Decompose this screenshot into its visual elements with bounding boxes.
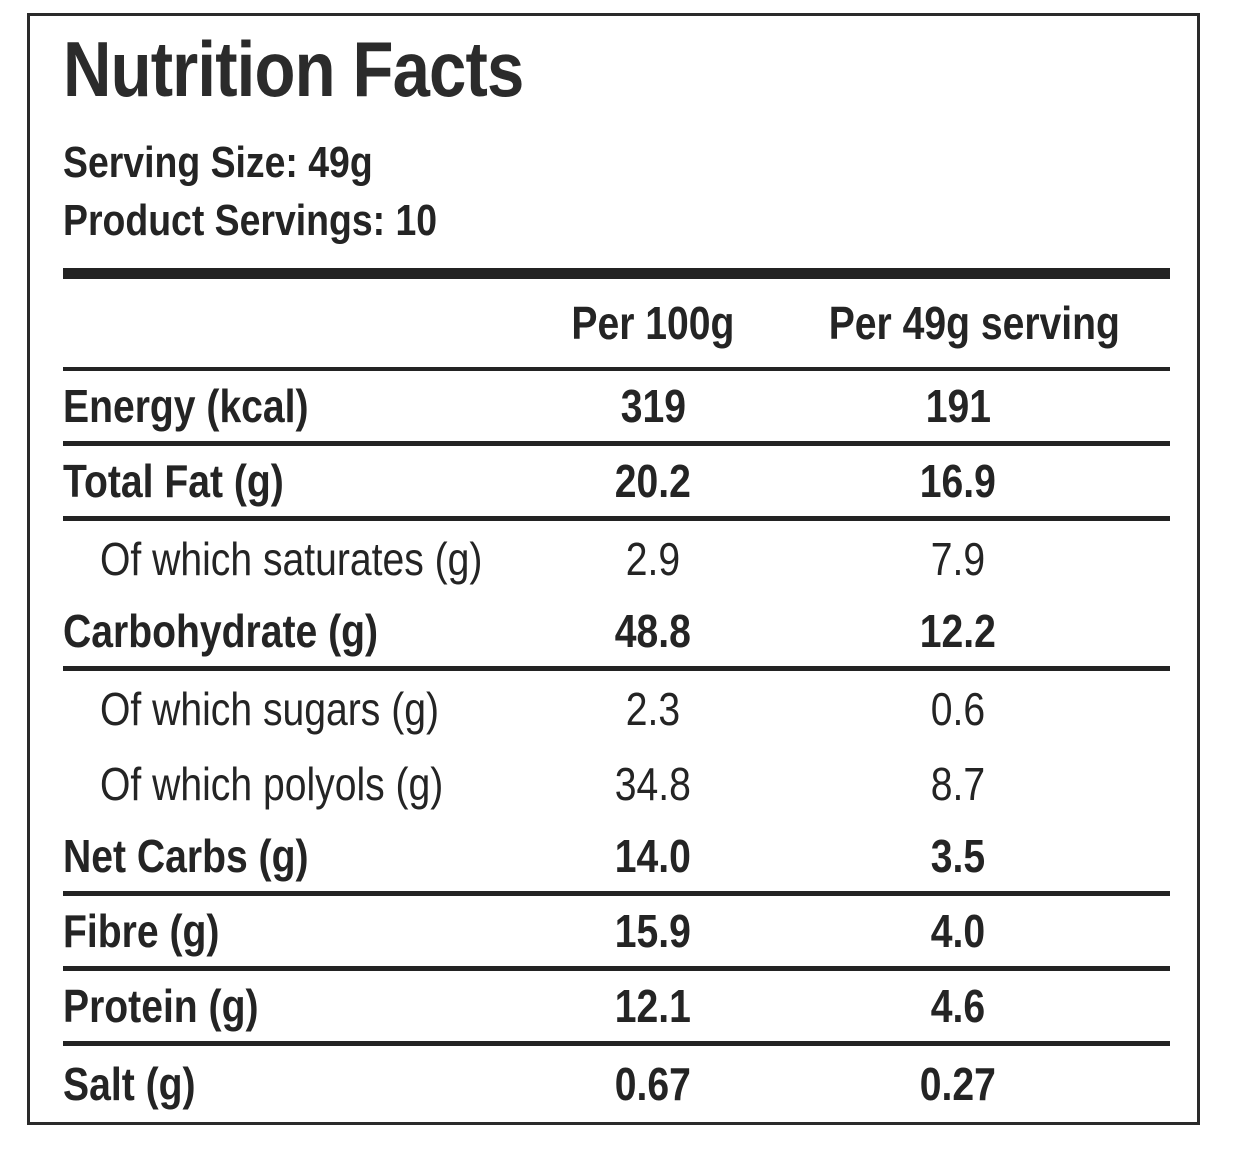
nutrient-label: Total Fat (g) <box>63 455 284 507</box>
header-per-100g: Per 100g <box>571 297 735 349</box>
table-header-row: Per 100g Per 49g serving <box>63 279 1170 371</box>
serving-size-text: Serving Size: 49g <box>63 138 373 187</box>
table-row: Salt (g) 0.67 0.27 <box>63 1046 1170 1121</box>
header-divider-bar <box>63 268 1170 279</box>
page-title: Nutrition Facts <box>63 25 1170 113</box>
table-row: Of which polyols (g) 34.8 8.7 <box>63 746 1170 821</box>
product-servings-text: Product Servings: 10 <box>63 196 438 245</box>
per-100g-value: 12.1 <box>614 980 692 1032</box>
nutrient-rows: Energy (kcal) 319 191 Total Fat (g) 20.2… <box>63 371 1170 1121</box>
table-row: Of which sugars (g) 2.3 0.6 <box>63 671 1170 746</box>
nutrient-label: Salt (g) <box>63 1057 196 1110</box>
label-content: Nutrition Facts Serving Size: 49g Produc… <box>30 16 1197 1121</box>
header-nutrient-column <box>63 296 503 350</box>
table-row: Carbohydrate (g) 48.8 12.2 <box>63 596 1170 671</box>
per-serving-value: 3.5 <box>930 830 986 882</box>
per-serving-value: 0.6 <box>930 682 986 735</box>
per-100g-value: 14.0 <box>614 830 692 882</box>
nutrient-label: Carbohydrate (g) <box>63 605 379 657</box>
per-100g-value: 20.2 <box>614 455 692 507</box>
per-100g-value: 2.3 <box>625 682 681 735</box>
nutrient-label: Of which saturates (g) <box>100 532 483 585</box>
per-serving-value: 12.2 <box>919 605 997 657</box>
per-serving-value: 7.9 <box>930 532 986 585</box>
nutrient-label: Net Carbs (g) <box>63 830 309 882</box>
per-100g-value: 2.9 <box>625 532 681 585</box>
per-100g-value: 0.67 <box>614 1057 692 1110</box>
per-100g-value: 48.8 <box>614 605 692 657</box>
table-row: Fibre (g) 15.9 4.0 <box>63 896 1170 971</box>
nutrient-label: Of which polyols (g) <box>100 757 444 810</box>
table-row: Total Fat (g) 20.2 16.9 <box>63 446 1170 521</box>
page-title-text: Nutrition Facts <box>63 25 524 113</box>
per-100g-value: 34.8 <box>614 757 692 810</box>
per-serving-value: 4.6 <box>930 980 986 1032</box>
per-100g-value: 15.9 <box>614 905 692 957</box>
nutrient-label: Fibre (g) <box>63 905 220 957</box>
header-per-serving: Per 49g serving <box>828 297 1120 349</box>
table-row: Of which saturates (g) 2.9 7.9 <box>63 521 1170 596</box>
per-serving-value: 4.0 <box>930 905 986 957</box>
per-serving-value: 191 <box>925 380 991 432</box>
per-serving-value: 8.7 <box>930 757 986 810</box>
nutrient-label: Protein (g) <box>63 980 259 1032</box>
per-100g-value: 319 <box>620 380 686 432</box>
table-row: Energy (kcal) 319 191 <box>63 371 1170 446</box>
per-serving-value: 16.9 <box>919 455 997 507</box>
table-row: Protein (g) 12.1 4.6 <box>63 971 1170 1046</box>
nutrient-label: Of which sugars (g) <box>100 682 439 735</box>
serving-info: Serving Size: 49g Product Servings: 10 <box>63 134 1170 250</box>
nutrition-label-box: Nutrition Facts Serving Size: 49g Produc… <box>27 13 1200 1125</box>
nutrient-label: Energy (kcal) <box>63 380 309 432</box>
per-serving-value: 0.27 <box>919 1057 997 1110</box>
table-row: Net Carbs (g) 14.0 3.5 <box>63 821 1170 896</box>
